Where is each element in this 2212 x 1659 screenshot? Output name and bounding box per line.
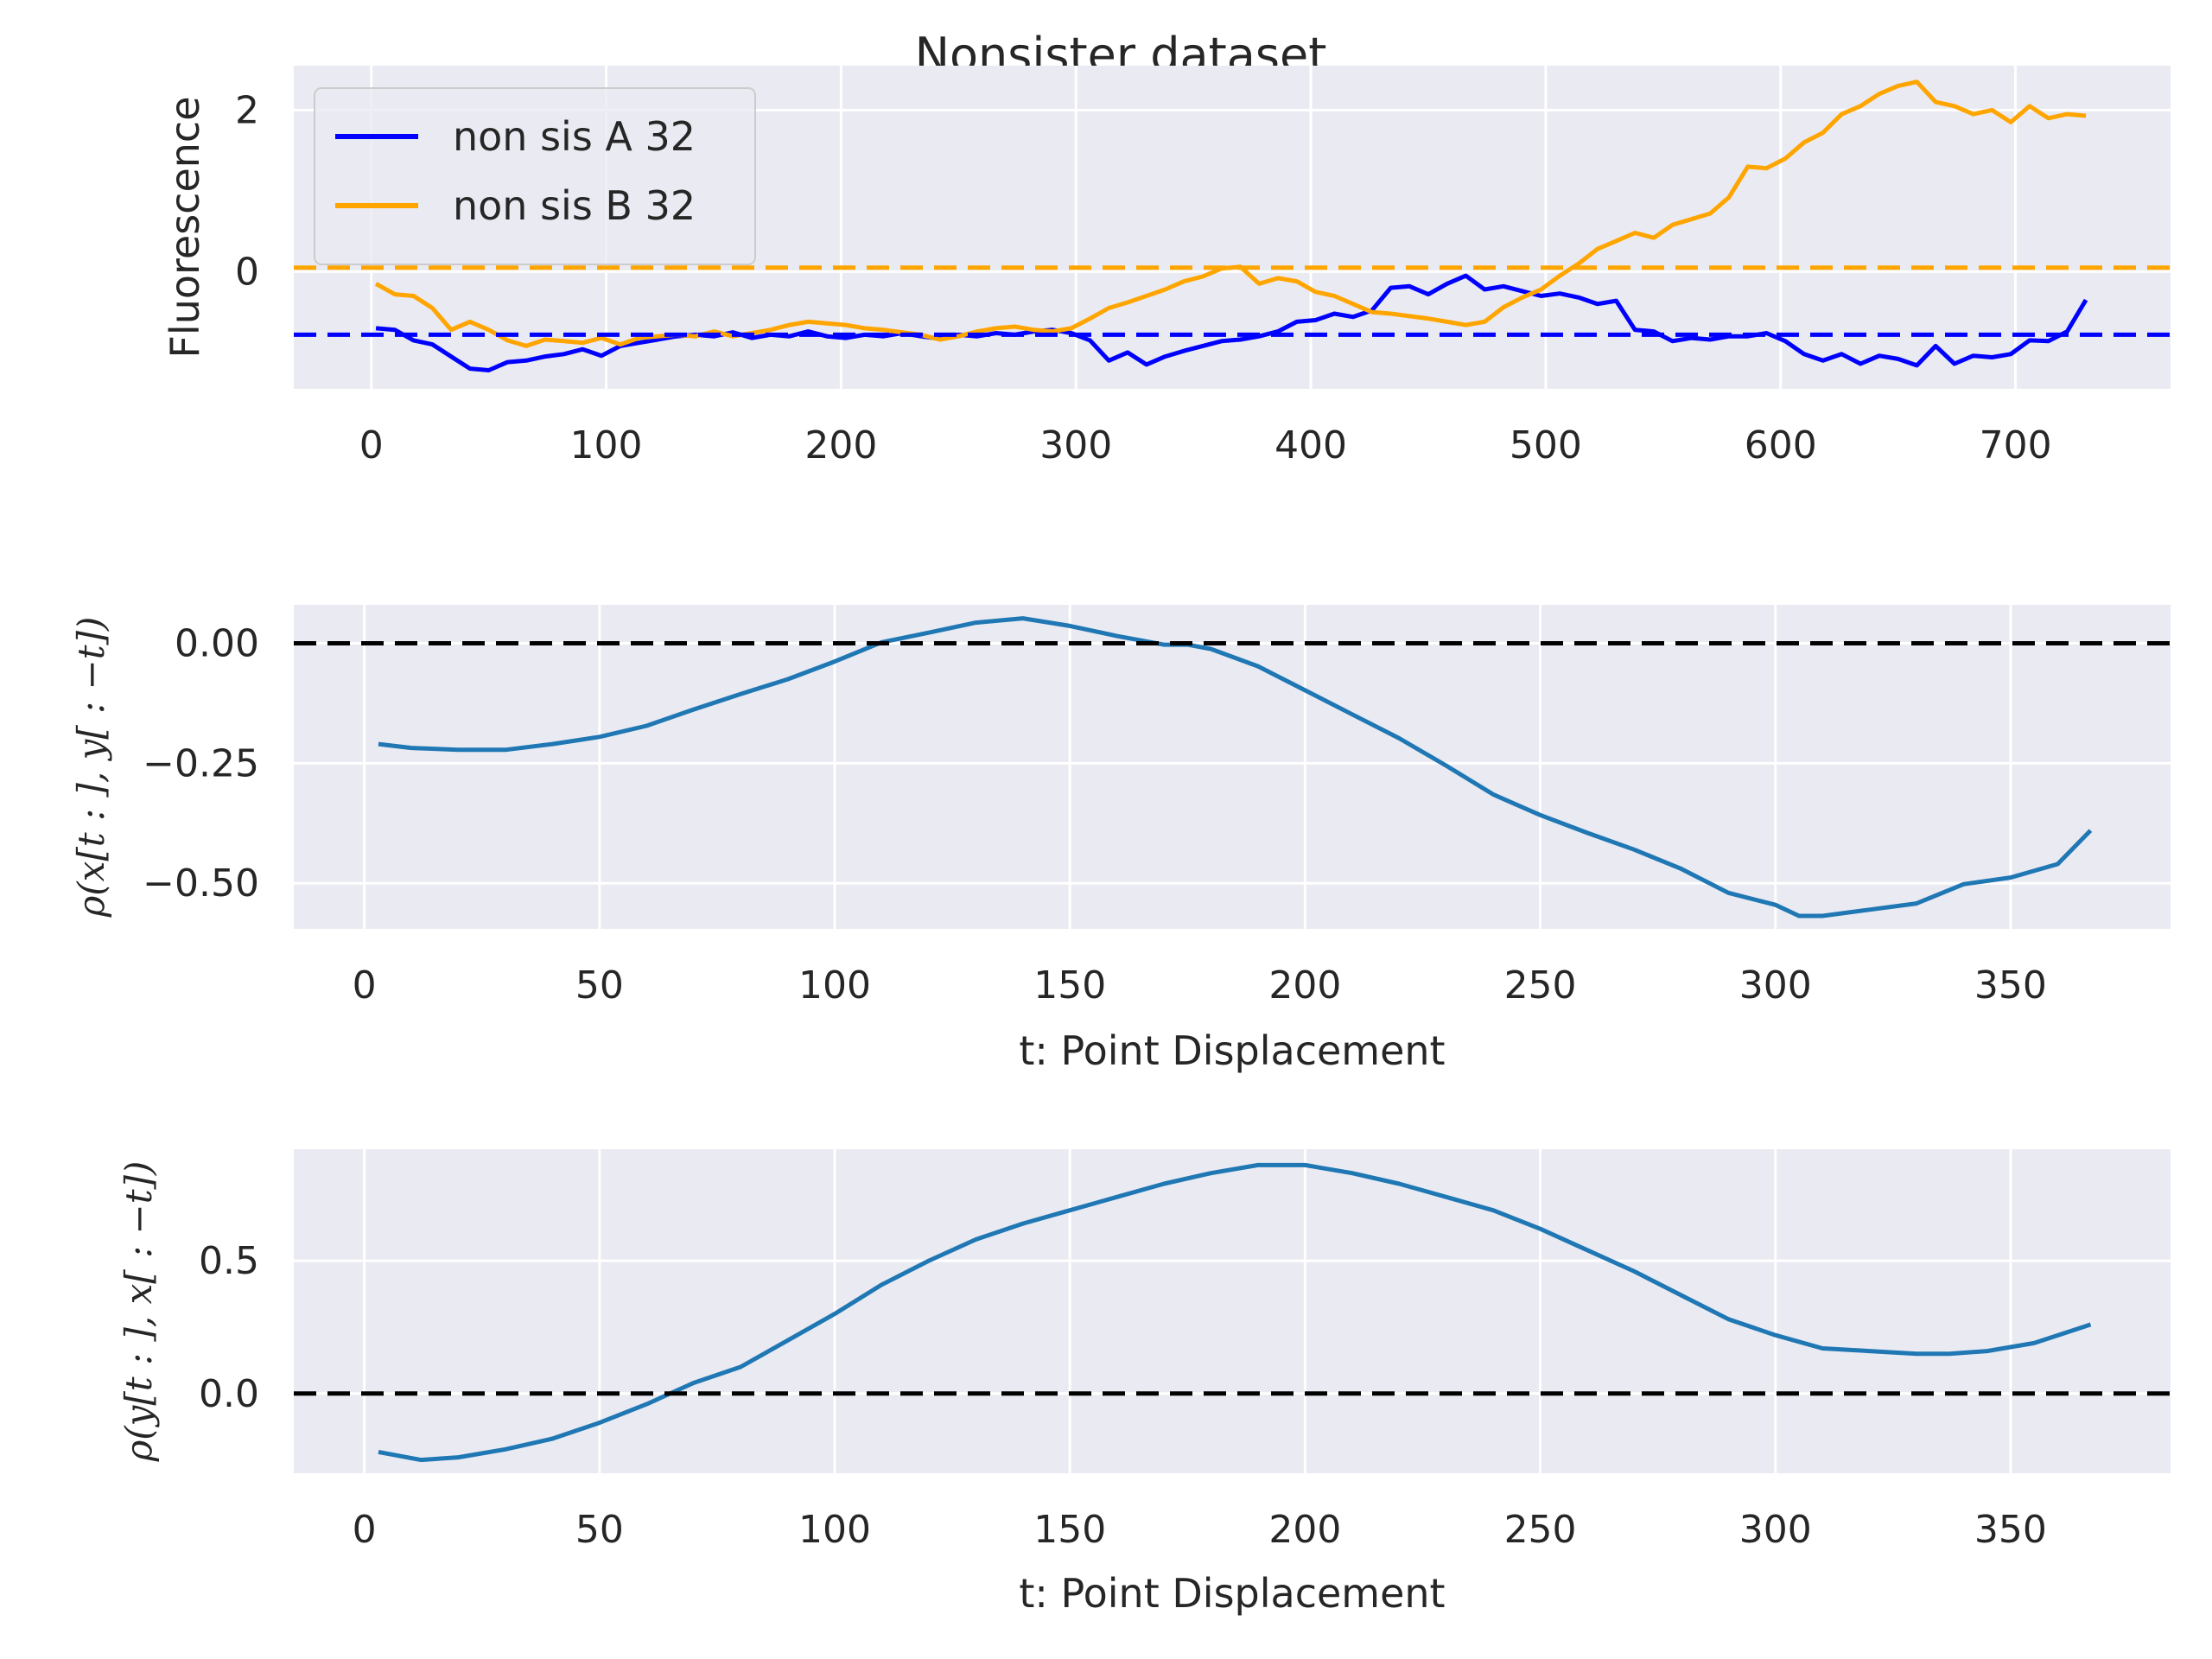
x-tick-label: 100: [798, 1508, 871, 1552]
x-tick-label: 100: [798, 963, 871, 1007]
x-tick-label: 300: [1739, 1508, 1812, 1552]
x-tick-label: 350: [1974, 1508, 2047, 1552]
x-axis-title: t: Point Displacement: [1019, 1027, 1445, 1074]
x-tick-label: 50: [575, 1508, 624, 1552]
x-tick-label: 0: [353, 1508, 377, 1552]
panel-3: 0 50 100 150 200 250 300 350 0.0 0.5 t: Point Disp…: [118, 1149, 2171, 1617]
x-tick-label: 350: [1974, 963, 2047, 1007]
x-tick-label: 500: [1510, 423, 1582, 467]
x-tick-label: 300: [1039, 423, 1112, 467]
x-tick-label: 0: [353, 963, 377, 1007]
panel-2: 0 50 100 150 200 250 300 350 0.00 −0.25 −0.50 t: Po…: [70, 605, 2171, 1074]
legend-label: non sis A 32: [453, 113, 696, 160]
x-tick-label: 200: [1268, 1508, 1341, 1552]
y-axis-title: Fluorescence: [162, 96, 208, 358]
x-tick-label: 250: [1504, 963, 1577, 1007]
plot-area: [294, 1149, 2171, 1473]
y-tick-label: −0.25: [143, 741, 259, 785]
y-tick-label: 0.5: [199, 1239, 259, 1283]
x-tick-label: 600: [1745, 423, 1817, 467]
plot-area: [294, 605, 2171, 929]
series-line: [378, 616, 2093, 918]
x-tick-label: 200: [1268, 963, 1341, 1007]
panel-1: 0 100 200 300 400 500 600 700 0 2 Fluorescence non …: [162, 66, 2171, 467]
x-tick-label: 0: [359, 423, 384, 467]
y-axis-title: ρ(x[t : ], y[ : −t]): [70, 617, 112, 918]
y-tick-label: 0.0: [199, 1372, 259, 1416]
legend-box: [314, 87, 756, 265]
series-line: [378, 1162, 2092, 1463]
y-tick-label: 0: [235, 250, 259, 294]
x-tick-label: 150: [1033, 1508, 1106, 1552]
x-tick-label: 300: [1739, 963, 1812, 1007]
x-axis-title: t: Point Displacement: [1019, 1570, 1445, 1617]
x-tick-label: 200: [804, 423, 877, 467]
x-tick-label: 250: [1504, 1508, 1577, 1552]
y-tick-label: 2: [235, 88, 259, 132]
y-tick-label: −0.50: [143, 861, 259, 906]
x-tick-label: 150: [1033, 963, 1106, 1007]
x-tick-label: 50: [575, 963, 624, 1007]
y-axis-title: ρ(y[t : ], x[ : −t]): [118, 1161, 160, 1463]
legend-label: non sis B 32: [453, 182, 696, 229]
y-tick-label: 0.00: [175, 621, 259, 665]
series-non-sis-a-32: [375, 273, 2088, 372]
x-tick-label: 400: [1274, 423, 1347, 467]
series-non-sis-b-32: [374, 79, 2087, 348]
x-tick-label: 700: [1980, 423, 2052, 467]
x-tick-label: 100: [570, 423, 643, 467]
